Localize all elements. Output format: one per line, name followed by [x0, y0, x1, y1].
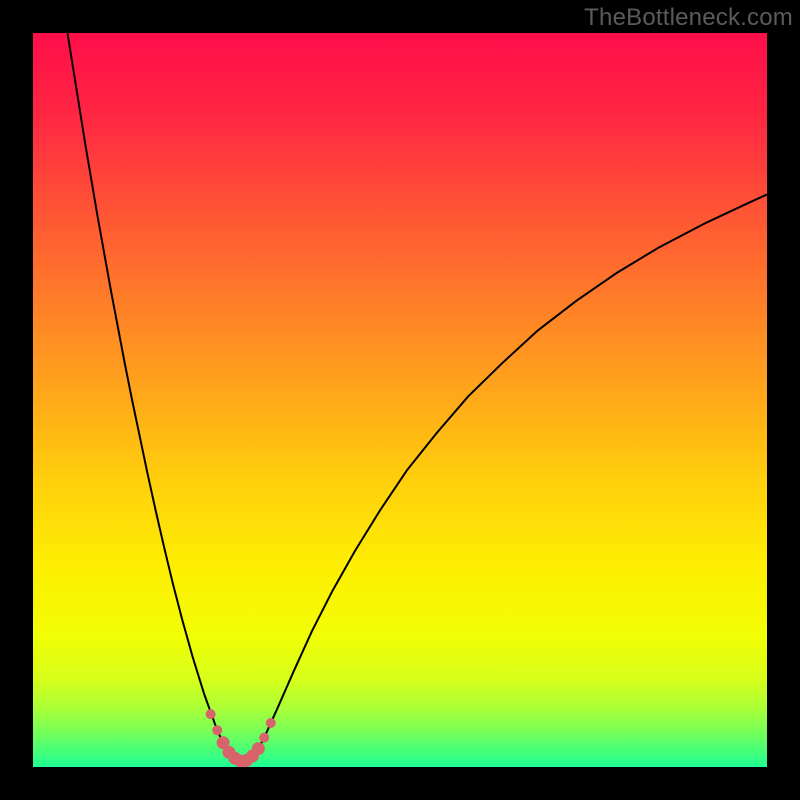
curve-marker	[206, 709, 216, 719]
curve-marker	[259, 733, 269, 743]
curve-marker	[266, 718, 276, 728]
curve-marker	[252, 742, 265, 755]
watermark-text: TheBottleneck.com	[584, 4, 793, 32]
chart-svg	[33, 33, 767, 767]
gradient-background	[33, 33, 767, 767]
plot-area	[33, 33, 767, 767]
curve-marker	[212, 725, 222, 735]
